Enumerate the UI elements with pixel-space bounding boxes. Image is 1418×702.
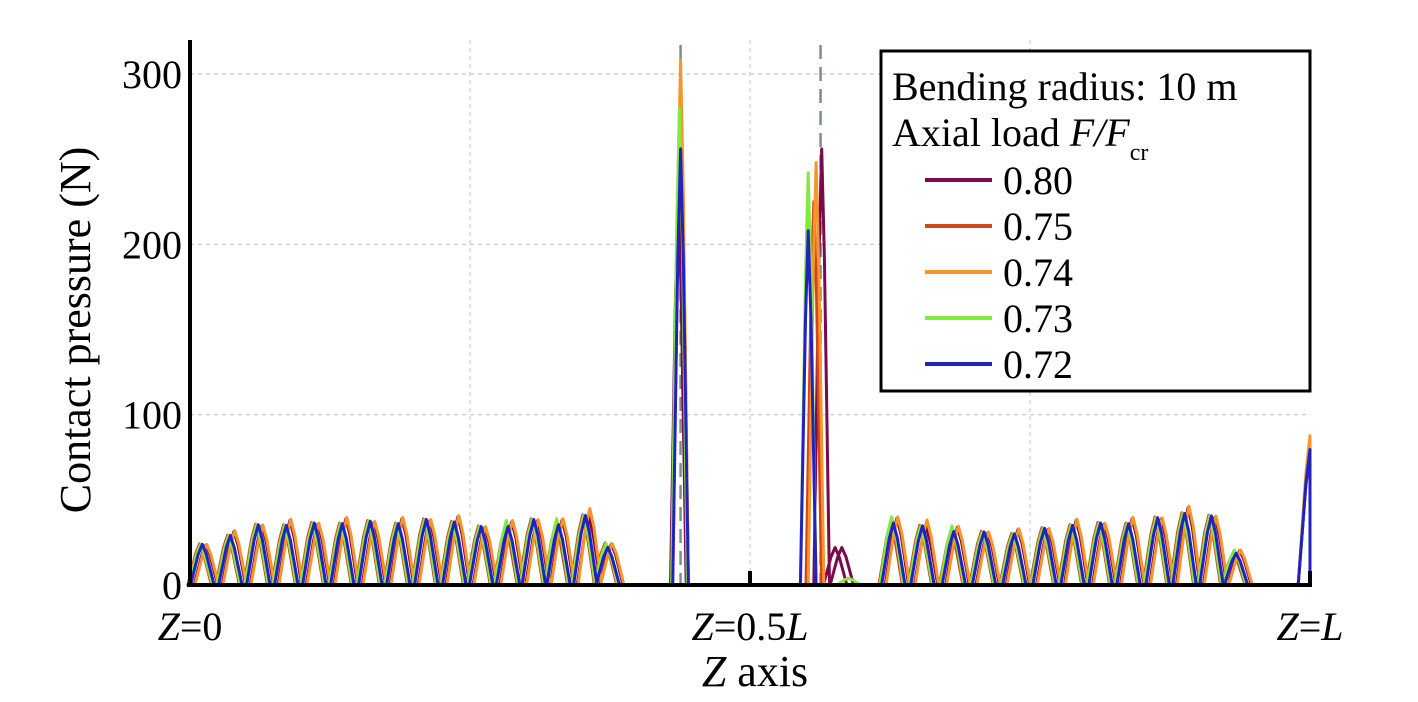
x-axis-label-rest: axis (726, 647, 808, 696)
x-tick-value: =0 (180, 604, 223, 649)
y-tick-label: 200 (122, 222, 182, 267)
legend-item-0.73: 0.73 (925, 296, 1073, 341)
legend-item-0.74: 0.74 (925, 250, 1073, 295)
legend-item-0.72: 0.72 (925, 342, 1073, 387)
legend-label: 0.75 (1003, 204, 1073, 249)
legend-label: 0.73 (1003, 296, 1073, 341)
x-tick-labels: Z=0 Z=0.5L Z=L (158, 604, 1344, 649)
y-tick-label: 0 (162, 563, 182, 608)
x-tick-var: Z (1276, 604, 1299, 649)
x-tick-unit: L (1320, 604, 1343, 649)
legend-label: 0.80 (1003, 158, 1073, 203)
legend-title-bending-radius: Bending radius: 10 m (892, 64, 1238, 109)
legend-title-axial-load: Axial load F/Fcr (892, 110, 1148, 166)
legend-label: 0.74 (1003, 250, 1073, 295)
x-tick-var: Z (691, 604, 714, 649)
y-tick-labels: 0 100 200 300 (122, 52, 182, 608)
legend-box (879, 49, 1312, 393)
legend-item-0.75: 0.75 (925, 204, 1073, 249)
y-axis-label: Contact pressure (N) (51, 147, 100, 514)
x-tick-label: Z=L (1276, 604, 1343, 649)
x-tick-unit: L (785, 604, 808, 649)
x-tick-label: Z=0 (158, 604, 223, 649)
x-tick-label: Z=0.5L (691, 604, 808, 649)
legend-items: 0.800.750.740.730.72 (925, 158, 1073, 387)
axes (187, 40, 1312, 587)
x-axis-label: Z axis (702, 647, 808, 696)
legend-axial-sub: cr (1130, 140, 1149, 166)
series-line-0.73 (187, 106, 1312, 587)
legend-label: 0.72 (1003, 342, 1073, 387)
legend-axial-text: Axial load (892, 110, 1070, 155)
legend: Bending radius: 10 m Axial load F/Fcr 0.… (879, 49, 1312, 393)
x-tick-value: = (1299, 604, 1322, 649)
y-tick-label: 100 (122, 393, 182, 438)
y-tick-label: 300 (122, 52, 182, 97)
legend-axial-var: F/F (1069, 110, 1131, 155)
x-tick-var: Z (158, 604, 181, 649)
x-tick-value: =0.5 (714, 604, 787, 649)
legend-item-0.80: 0.80 (925, 158, 1073, 203)
x-axis-label-var: Z (702, 647, 727, 696)
